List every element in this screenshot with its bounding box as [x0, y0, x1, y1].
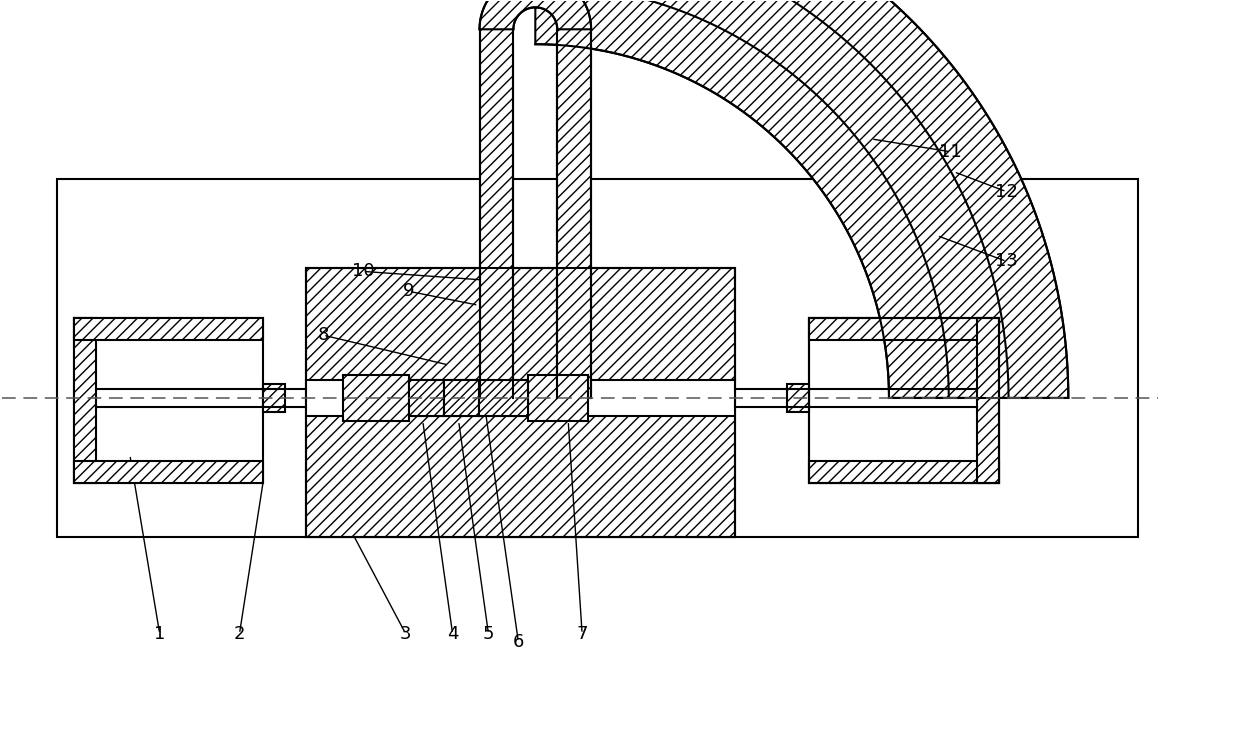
Text: 6: 6 [513, 633, 524, 651]
Text: 9: 9 [403, 282, 415, 300]
Text: 4: 4 [447, 625, 458, 643]
Polygon shape [479, 0, 591, 29]
Text: 13: 13 [995, 253, 1018, 270]
Text: 12: 12 [995, 183, 1018, 201]
Text: 3: 3 [400, 625, 411, 643]
Bar [74, 318, 95, 483]
Bar [409, 380, 444, 416]
Bar [528, 375, 589, 421]
Bar [809, 318, 999, 340]
Bar [479, 29, 513, 398]
Bar [444, 380, 478, 416]
Bar [306, 268, 735, 537]
Bar [343, 375, 409, 421]
Text: 2: 2 [234, 625, 245, 643]
Bar [57, 179, 1139, 537]
Bar [306, 380, 735, 416]
Bar [74, 318, 264, 340]
Text: 7: 7 [576, 625, 587, 643]
Bar [479, 29, 513, 398]
Bar [264, 384, 285, 412]
Text: 1: 1 [154, 625, 166, 643]
Bar [787, 384, 809, 412]
Bar [74, 318, 264, 483]
Polygon shape [535, 0, 1068, 398]
Text: 11: 11 [939, 143, 963, 160]
Bar [976, 318, 999, 483]
Bar [306, 398, 735, 537]
Bar [74, 461, 264, 483]
Text: 8: 8 [317, 326, 328, 344]
Bar [809, 461, 999, 483]
Bar [558, 29, 591, 398]
Bar [558, 29, 591, 398]
Text: 10: 10 [352, 262, 374, 280]
Bar [809, 318, 999, 483]
Text: 5: 5 [483, 625, 494, 643]
Bar [306, 268, 735, 398]
Bar [478, 380, 528, 416]
Bar [809, 318, 999, 483]
